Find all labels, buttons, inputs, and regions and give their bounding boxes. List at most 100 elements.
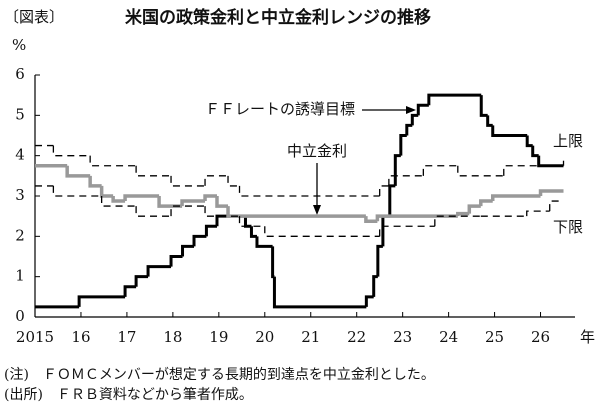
step-line [388, 184, 396, 217]
step-line [467, 204, 481, 214]
step-line [479, 199, 493, 207]
annotation-arrowhead [406, 106, 416, 114]
step-line [364, 295, 374, 307]
y-tick-label: 1 [15, 267, 25, 285]
step-line [170, 205, 206, 217]
step-line [77, 295, 126, 307]
step-line [491, 125, 528, 137]
step-line [410, 113, 419, 126]
step-line [180, 199, 206, 207]
step-line [525, 135, 533, 148]
step-line [52, 185, 102, 197]
step-line [52, 145, 91, 157]
step-line [135, 206, 172, 217]
step-line [486, 115, 493, 127]
step-line [204, 175, 229, 186]
step-line [238, 216, 265, 227]
y-tick-label: 6 [15, 65, 25, 83]
y-tick-label: 0 [15, 307, 25, 325]
step-line [89, 155, 137, 167]
x-tick-label: 20 [255, 328, 274, 346]
step-line [538, 189, 564, 196]
step-line [255, 236, 273, 248]
annotation: 下限 [553, 218, 583, 236]
note: (注) ＦＯＭＣメンバーが想定する長期的到達点を中立金利とした。 [4, 367, 435, 383]
step-line [100, 196, 137, 207]
step-line [427, 93, 482, 106]
x-tick-label: 24 [439, 328, 458, 346]
step-line [204, 206, 240, 217]
x-tick-label: 26 [531, 328, 550, 346]
step-line [111, 196, 126, 203]
step-line [249, 226, 257, 238]
step-line [181, 244, 195, 257]
x-tick-label: 21 [301, 328, 320, 346]
x-tick-label: 18 [163, 328, 182, 346]
step-line [134, 275, 149, 287]
step-line [549, 200, 564, 212]
step-line [490, 194, 541, 202]
step-line [238, 185, 380, 197]
step-line [503, 165, 564, 176]
step-line [388, 175, 424, 186]
x-tick-label: 25 [485, 328, 504, 346]
step-line [226, 206, 366, 218]
step-line [364, 216, 378, 223]
x-axis-label: 年 [580, 328, 595, 346]
step-line [434, 215, 481, 227]
y-tick-label: 2 [15, 226, 25, 244]
x-tick-label: 17 [117, 328, 136, 346]
step-line [123, 285, 137, 297]
annotation: 中立金利 [287, 142, 347, 160]
x-tick-label: 19 [209, 328, 228, 346]
chart-title: 米国の政策金利と中立金利レンジの推移 [125, 7, 431, 28]
step-line [271, 246, 275, 279]
step-line [379, 225, 435, 237]
step-line [379, 185, 389, 196]
step-line [65, 165, 91, 178]
step-line [376, 244, 383, 277]
y-tick-label: 3 [15, 186, 25, 204]
step-line [422, 165, 458, 176]
step-line [526, 210, 550, 217]
annotation: 上限 [553, 132, 583, 150]
step-line [416, 103, 429, 116]
step-line [88, 175, 102, 188]
y-tick-label: 5 [15, 105, 25, 123]
x-tick-label: 16 [71, 328, 90, 346]
step-line [393, 154, 401, 186]
x-tick-label: 2015 [16, 328, 54, 346]
step-line [479, 95, 488, 117]
step-line [170, 175, 206, 187]
x-tick-label: 23 [393, 328, 412, 346]
step-line [381, 214, 390, 247]
step-line [99, 185, 114, 198]
step-line [227, 175, 240, 187]
step-line [123, 194, 160, 202]
step-line [457, 165, 504, 177]
y-axis-label: % [12, 36, 26, 54]
step-line [264, 226, 380, 237]
step-line [272, 276, 367, 309]
step-line [215, 196, 229, 208]
step-line [531, 145, 539, 158]
step-line [399, 134, 407, 156]
annotation: ＦＦレートの誘導目標 [205, 100, 355, 118]
step-line [204, 224, 217, 237]
x-tick-label: 22 [347, 328, 366, 346]
step-line [537, 155, 564, 168]
step-line [192, 234, 207, 247]
step-line [135, 165, 172, 177]
step-line [456, 211, 470, 217]
step-line [203, 194, 217, 202]
step-line [157, 196, 183, 208]
step-line [375, 214, 458, 222]
annotation-arrowhead [313, 205, 321, 215]
figure-label: 〔図表〕 [4, 8, 64, 26]
source: (出所) ＦＲＢ資料などから筆者作成。 [4, 387, 253, 403]
y-tick-label: 4 [15, 146, 25, 164]
step-line [372, 275, 378, 297]
step-line [405, 123, 413, 136]
step-line [169, 255, 183, 267]
